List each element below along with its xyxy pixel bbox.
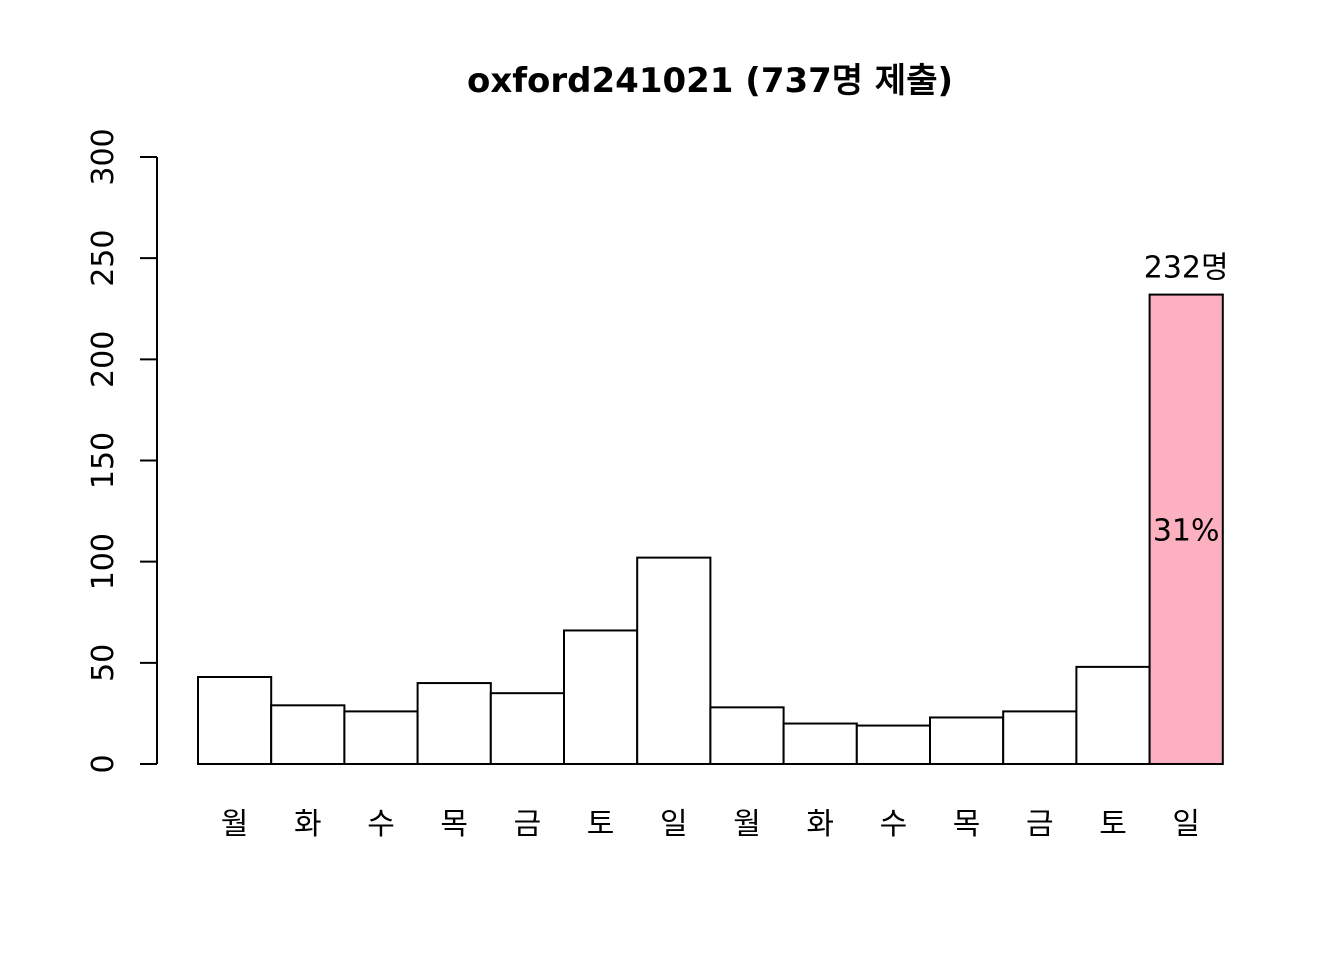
bar [343, 710, 419, 765]
x-category-label: 화 [294, 807, 322, 842]
bar [929, 716, 1005, 765]
x-category-label: 목 [953, 807, 981, 842]
x-category-label: 일 [1172, 807, 1200, 842]
bar [855, 724, 931, 765]
highlight-percent-label: 31% [1153, 513, 1220, 548]
y-tick-label: 200 [86, 331, 121, 388]
bars-group [197, 293, 1224, 766]
bar [782, 722, 858, 765]
x-category-label: 월 [221, 807, 249, 842]
bar-annotations: 232명 31% [1144, 251, 1229, 549]
y-tick-label: 150 [86, 432, 121, 489]
x-category-label: 토 [587, 807, 615, 842]
x-category-label: 금 [514, 807, 542, 842]
bar [709, 706, 785, 766]
y-tick-label: 100 [86, 533, 121, 590]
y-tick-label: 300 [86, 128, 121, 185]
y-tick-label: 50 [86, 644, 121, 682]
bar [1075, 665, 1151, 766]
y-tick-label: 250 [86, 230, 121, 287]
x-category-label: 수 [367, 807, 395, 842]
chart-title: oxford241021 (737명 제출) [467, 61, 953, 101]
x-category-label: 토 [1099, 807, 1127, 842]
x-category-label: 금 [1026, 807, 1054, 842]
bar [416, 682, 492, 765]
bar [636, 556, 712, 765]
x-category-label: 목 [440, 807, 468, 842]
highlight-value-label: 232명 [1144, 251, 1229, 286]
bar [1148, 293, 1224, 765]
x-category-label: 화 [806, 807, 834, 842]
y-tick-label: 0 [86, 754, 121, 773]
bar [489, 692, 565, 766]
x-category-label: 월 [733, 807, 761, 842]
bar [1002, 710, 1078, 765]
bar [270, 704, 346, 765]
bar [197, 675, 273, 765]
x-category-label: 일 [660, 807, 688, 842]
y-axis: 0 50 100 150 200 250 300 [86, 128, 158, 774]
bar [563, 629, 639, 766]
x-category-label: 수 [880, 807, 908, 842]
